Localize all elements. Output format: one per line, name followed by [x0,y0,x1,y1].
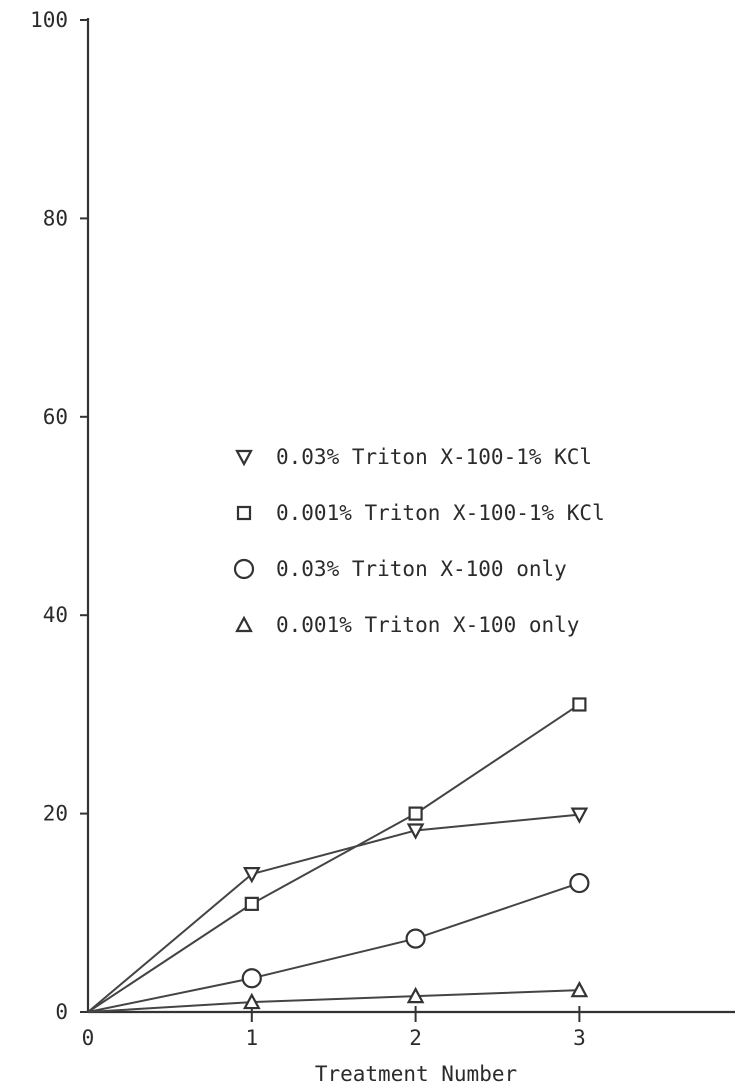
series-markers [241,697,590,1010]
series-line-triangle-down [87,813,580,1013]
data-point-triangle-down [406,823,425,840]
y-ticks: 0 20 40 60 80 100 [30,8,88,1024]
series-line-triangle-up [87,989,580,1013]
y-tick-label: 80 [43,206,68,230]
data-point-square [244,896,259,911]
legend-label: 0.03% Triton X-100 only [276,557,567,581]
y-tick-label: 0 [55,1000,68,1024]
y-tick-label: 60 [43,405,68,429]
legend: 0.03% Triton X-100-1% KCl 0.001% Triton X… [233,445,605,637]
data-point-triangle-up [570,980,589,998]
legend-label: 0.001% Triton X-100 only [276,613,579,637]
y-tick-label: 100 [30,8,68,32]
legend-label: 0.03% Triton X-100-1% KCl [276,445,592,469]
x-tick-label: 0 [82,1026,95,1050]
axes [86,18,735,1014]
data-point-circle [405,928,426,949]
series-line-circle [87,882,580,1013]
x-tick-label: 3 [573,1026,586,1050]
series-lines [87,703,580,1013]
series-line-square [87,703,580,1013]
data-point-circle [241,968,262,989]
y-tick-label: 20 [43,802,68,826]
data-point-triangle-up [406,986,425,1004]
data-point-circle [569,872,590,894]
legend-label: 0.001% Triton X-100-1% KCl [276,501,605,525]
x-tick-label: 1 [245,1026,258,1050]
y-tick-label: 40 [43,603,68,627]
legend-marker-triangle-up [235,615,253,633]
legend-marker-triangle-down [235,449,253,467]
data-point-square [572,697,587,712]
data-point-triangle-down [570,807,589,824]
legend-marker-square [236,505,252,521]
data-point-square [408,806,423,821]
x-axis-title: Treatment Number [315,1062,517,1086]
legend-marker-circle [233,558,255,580]
x-tick-label: 2 [409,1026,422,1050]
data-point-triangle-down [242,867,261,884]
data-point-triangle-up [242,992,261,1010]
x-ticks: 0 1 2 3 [82,1006,586,1050]
